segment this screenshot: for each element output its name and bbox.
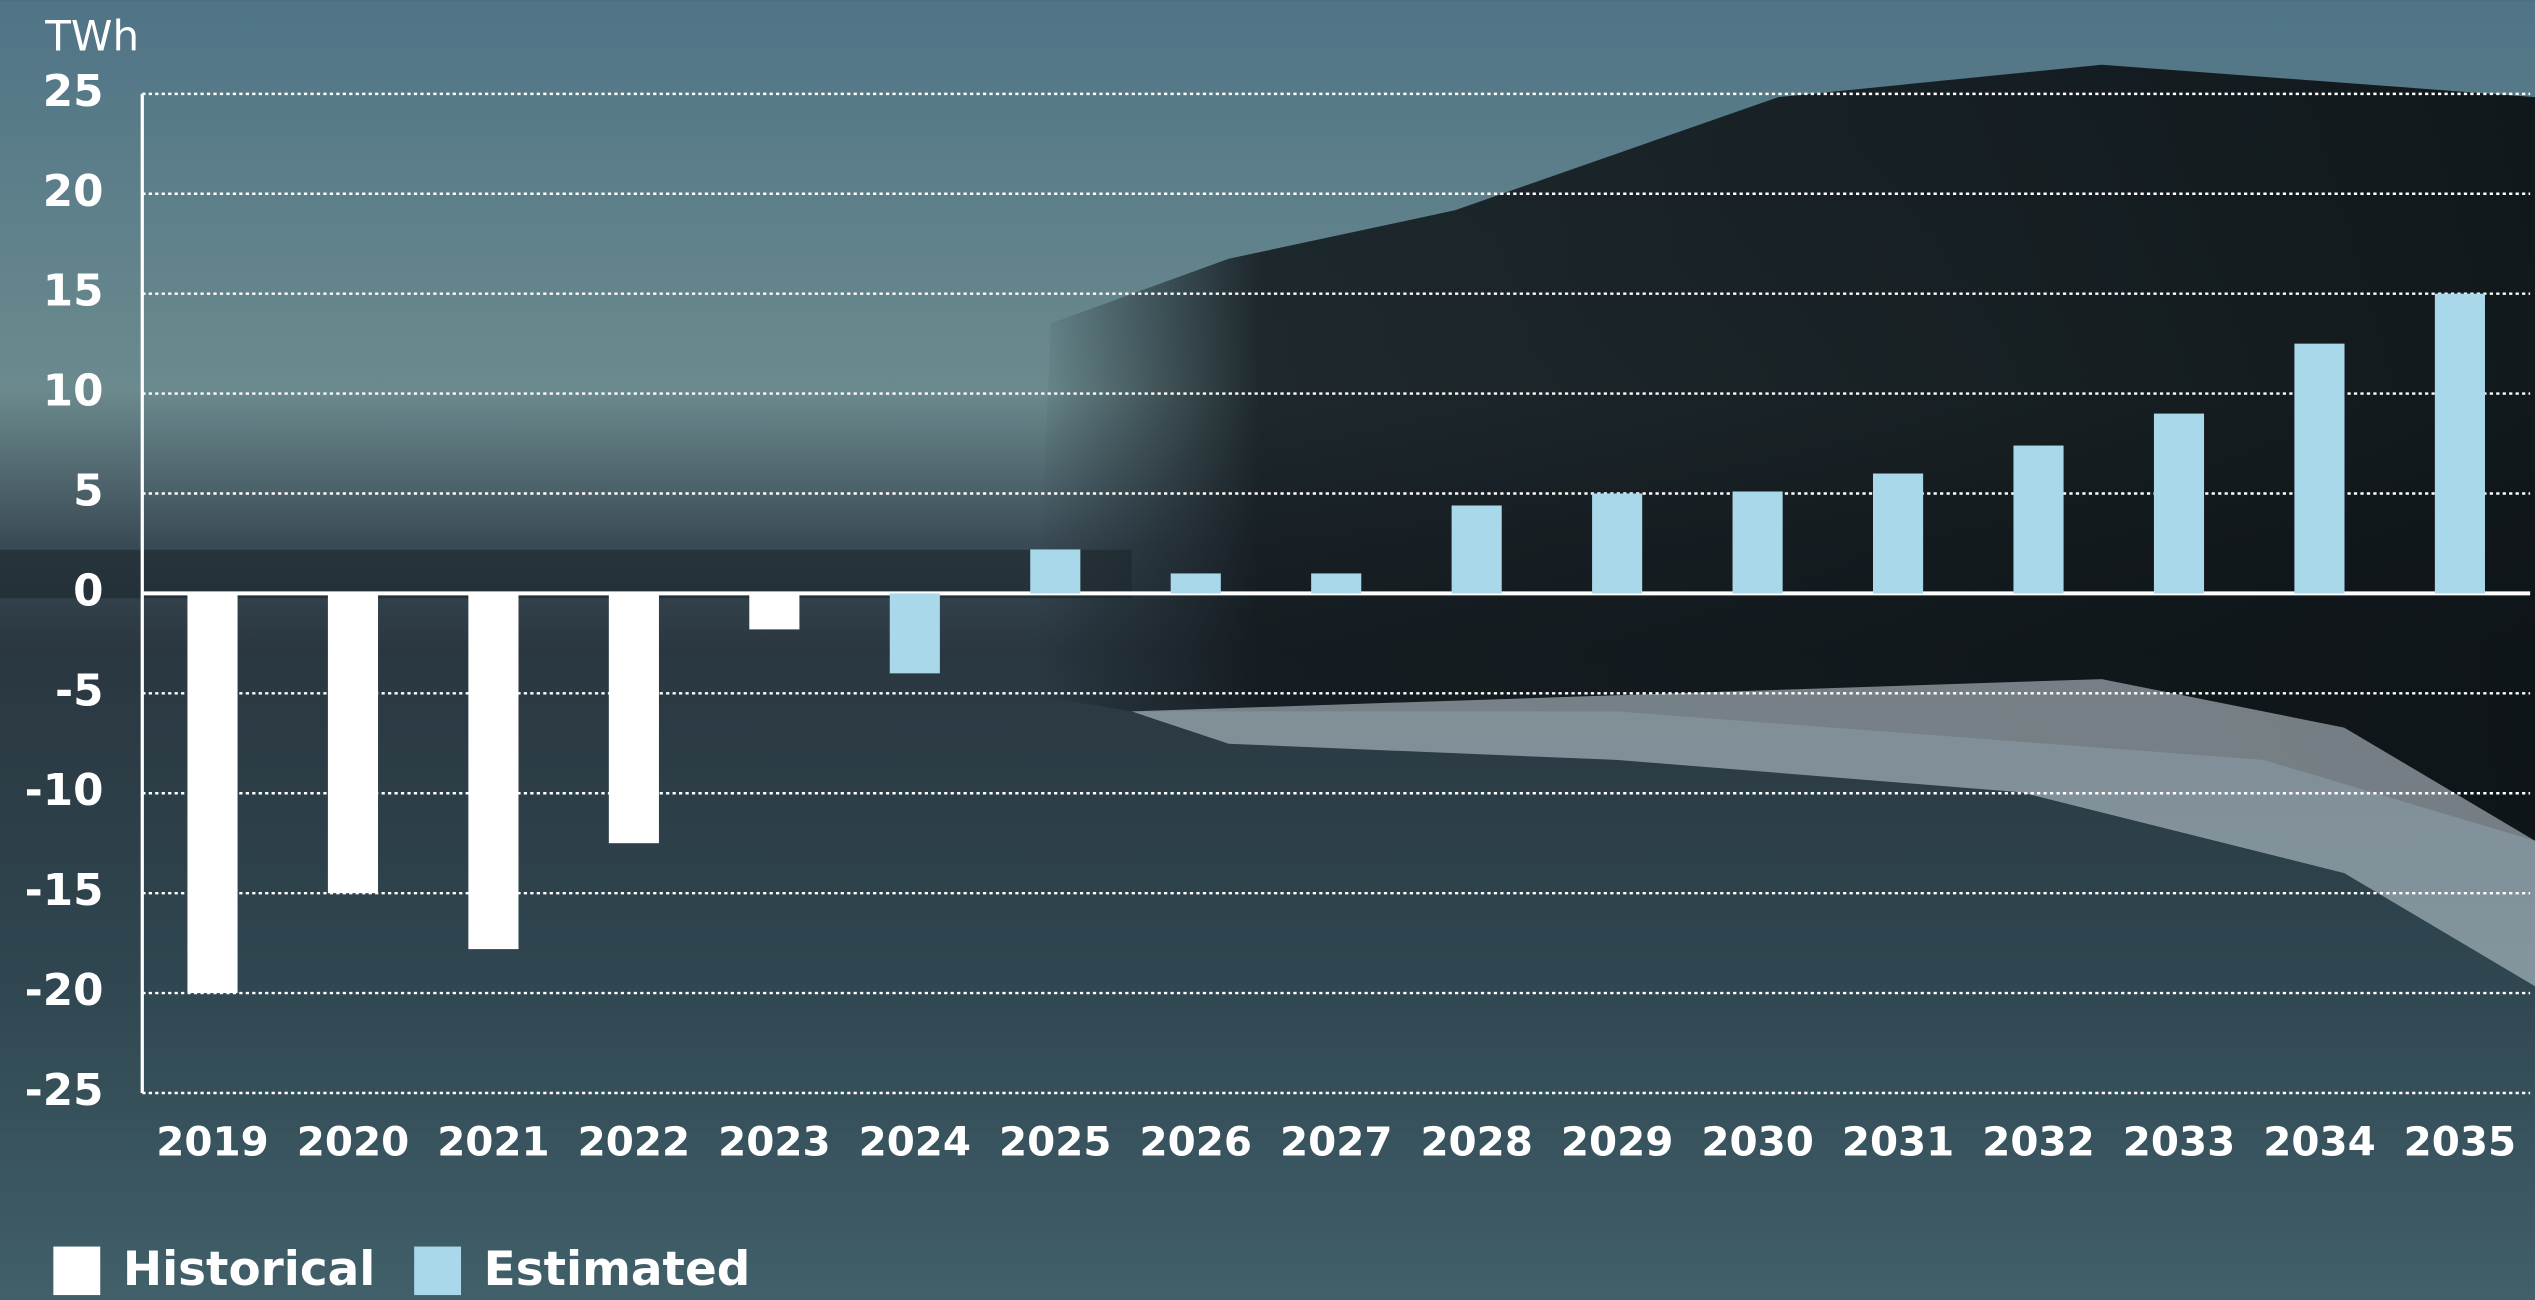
y-tick-label: 25 — [43, 66, 104, 117]
bar — [1171, 573, 1221, 593]
y-tick-label: -25 — [25, 1065, 104, 1116]
x-tick-label: 2028 — [1420, 1118, 1532, 1166]
bar — [1592, 494, 1642, 594]
y-unit: TWh — [44, 11, 139, 60]
x-tick-label: 2025 — [999, 1118, 1111, 1166]
x-tick-label: 2020 — [297, 1118, 409, 1166]
bar — [187, 593, 237, 993]
x-tick-label: 2022 — [578, 1118, 690, 1166]
bar — [609, 593, 659, 843]
x-tick-label: 2019 — [156, 1118, 268, 1166]
legend-label: Estimated — [484, 1242, 751, 1297]
x-tick-label: 2023 — [718, 1118, 830, 1166]
x-tick-label: 2021 — [437, 1118, 549, 1166]
x-tick-label: 2027 — [1280, 1118, 1392, 1166]
x-tick-label: 2034 — [2263, 1118, 2375, 1166]
bar — [328, 593, 378, 893]
x-tick-label: 2024 — [859, 1118, 971, 1166]
bar — [1733, 492, 1783, 594]
bar — [2435, 294, 2485, 594]
x-tick-label: 2035 — [2404, 1118, 2516, 1166]
y-tick-label: -5 — [55, 665, 103, 716]
background-shore — [0, 550, 1132, 599]
y-tick-label: 5 — [73, 466, 103, 517]
bar — [2294, 344, 2344, 594]
bar — [2013, 446, 2063, 594]
x-tick-label: 2031 — [1842, 1118, 1954, 1166]
y-tick-label: 20 — [43, 166, 104, 217]
legend-swatch — [53, 1247, 100, 1296]
x-tick-label: 2033 — [2123, 1118, 2235, 1166]
x-tick-label: 2026 — [1140, 1118, 1252, 1166]
x-tick-label: 2032 — [1982, 1118, 2094, 1166]
y-tick-label: 0 — [73, 565, 103, 616]
bar — [1873, 474, 1923, 594]
bar — [1311, 573, 1361, 593]
legend-label: Historical — [123, 1242, 375, 1297]
y-tick-label: 15 — [43, 266, 104, 317]
y-tick-label: -20 — [25, 965, 104, 1016]
legend-swatch — [414, 1247, 461, 1296]
bar — [468, 593, 518, 949]
x-tick-label: 2029 — [1561, 1118, 1673, 1166]
x-tick-label: 2030 — [1701, 1118, 1813, 1166]
bar — [1452, 505, 1502, 593]
bar — [1030, 549, 1080, 593]
chart: TWh -25-20-15-10-50510152025201920202021… — [0, 0, 2535, 1300]
y-tick-label: -15 — [25, 865, 104, 916]
bar — [749, 593, 799, 629]
bar — [2154, 414, 2204, 594]
y-tick-label: -10 — [25, 765, 104, 816]
bar — [890, 593, 940, 673]
y-tick-label: 10 — [43, 366, 104, 417]
